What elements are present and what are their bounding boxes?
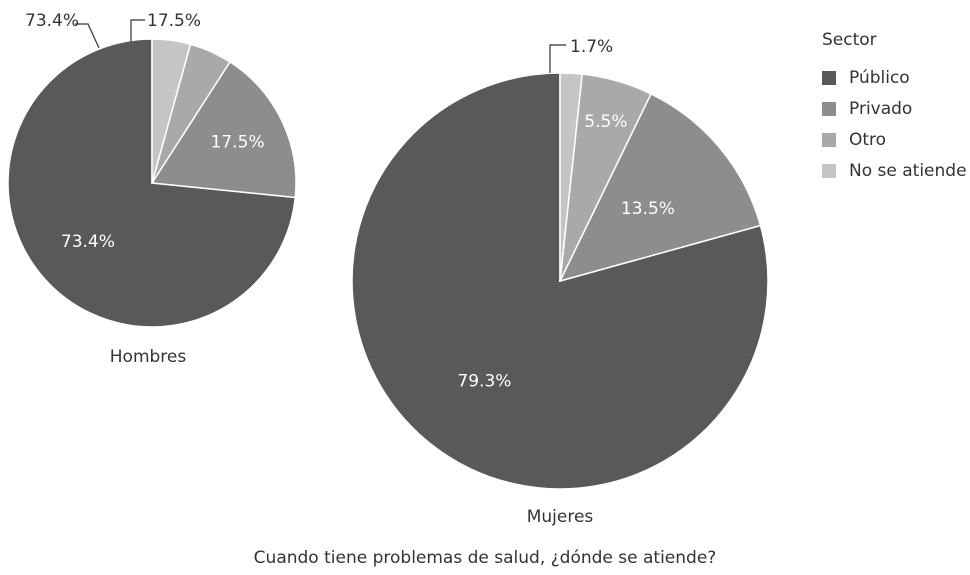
legend: Sector Público Privado Otro No se atiend… [822,30,967,186]
pie-name-mujeres: Mujeres [527,507,594,527]
data-label-hombres-publico: 73.4% [61,232,115,252]
data-label-mujeres-no-se-atiende: 1.7% [570,37,613,57]
legend-swatch-otro [822,132,836,147]
slice-mujeres-privado [558,92,762,283]
pie-mujeres: 79.3% 13.5% 5.5% 1.7% [351,37,769,490]
data-label-mujeres-otro: 5.5% [584,112,627,132]
pie-name-hombres: Hombres [110,347,187,367]
slice-mujeres-no-se-atiende [559,72,584,282]
legend-item-no-se-atiende: No se atiende [822,155,967,186]
slice-hombres-privado [150,60,297,199]
data-label-hombres-privado: 17.5% [147,11,201,31]
leader-line-hombres-privado [130,19,145,42]
data-label-mujeres-privado: 13.5% [621,199,675,219]
legend-label-no-se-atiende: No se atiende [849,160,967,181]
data-label-hombres-privado: 17.5% [211,133,265,153]
legend-label-publico: Público [849,67,910,88]
legend-title: Sector [822,30,877,50]
leader-line-mujeres-no-se-atiende [549,44,566,73]
legend-swatch-publico [822,70,836,85]
legend-item-publico: Público [822,62,967,93]
legend-label-privado: Privado [849,98,913,119]
legend-item-privado: Privado [822,93,967,124]
legend-swatch-privado [822,101,836,116]
data-label-hombres-publico: 73.4% [25,11,79,31]
slice-hombres-no-se-atiende [151,38,192,184]
legend-item-otro: Otro [822,124,967,155]
legend-swatch-no-se-atiende [822,163,836,178]
legend-label-otro: Otro [849,129,887,150]
data-label-mujeres-publico: 79.3% [457,371,511,391]
leader-line-hombres-publico [75,23,100,49]
pie-hombres: 73.4% 17.5% 73.4% 17.5% [7,11,297,328]
chart-caption: Cuando tiene problemas de salud, ¿dónde … [254,548,717,568]
